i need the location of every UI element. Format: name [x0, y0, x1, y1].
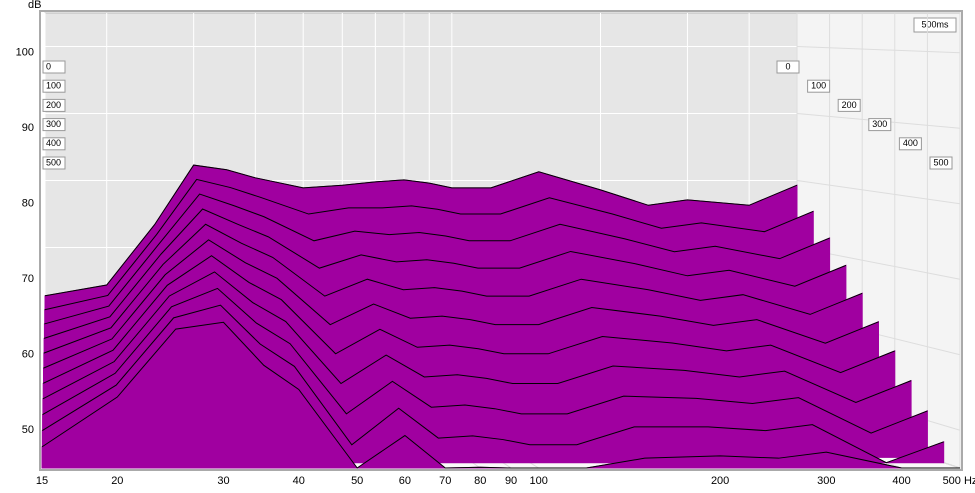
- x-tick-label: 300: [817, 475, 835, 487]
- time-tick-box: 500: [42, 156, 66, 170]
- x-tick-label: 60: [399, 475, 411, 487]
- time-tick-box: 0: [42, 60, 66, 74]
- time-tick-box: 100: [42, 79, 66, 93]
- z-tick-label: 300: [46, 119, 61, 129]
- time-tick-box: 200: [42, 98, 66, 112]
- y-tick-label: 80: [22, 198, 34, 210]
- y-tick-label: 100: [16, 47, 34, 59]
- y-axis-label: dB: [28, 0, 41, 11]
- z-tick-label: 0: [785, 61, 790, 71]
- x-tick-label: 50: [351, 475, 363, 487]
- x-tick-label: 90: [505, 475, 517, 487]
- time-tick-frame: [42, 60, 66, 74]
- slice-line: [44, 178, 814, 311]
- y-tick-label: 50: [22, 424, 34, 436]
- time-tick-frame: [42, 79, 66, 93]
- y-tick-label: 90: [22, 122, 34, 134]
- slice-line: [44, 193, 830, 325]
- slice-line: [41, 321, 960, 469]
- time-tick-frame: [42, 156, 66, 170]
- time-tick-box: 400: [42, 137, 66, 151]
- z-tick-label: 100: [811, 81, 826, 91]
- x-tick-label: 70: [439, 475, 451, 487]
- x-tick-label: 15: [36, 475, 48, 487]
- z-tick-label: 200: [842, 100, 857, 110]
- time-tick-box: 200: [837, 98, 861, 112]
- slice-line: [44, 164, 798, 297]
- grid-line: [796, 180, 961, 205]
- time-tick-frame: [42, 118, 66, 132]
- time-tick-frame: [868, 118, 892, 132]
- time-tick-frame: [898, 137, 922, 151]
- x-tick-label: 80: [474, 475, 486, 487]
- x-tick-label: 30: [217, 475, 229, 487]
- slice-line: [43, 223, 863, 354]
- grid-line: [796, 46, 961, 54]
- z-tick-label: 500: [933, 157, 948, 167]
- time-tick-box: 300: [868, 118, 892, 132]
- y-tick-label: 60: [22, 349, 34, 361]
- x-tick-label: 40: [293, 475, 305, 487]
- x-tick-label: 500 Hz: [943, 475, 975, 487]
- x-tick-label: 20: [111, 475, 123, 487]
- plot-frame: [39, 10, 963, 471]
- slice-line: [43, 239, 879, 369]
- time-label: 500ms: [921, 19, 949, 29]
- z-tick-label: 0: [46, 61, 51, 71]
- time-label-box: 500ms: [913, 17, 957, 33]
- z-tick-label: 200: [46, 100, 61, 110]
- time-tick-frame: [42, 137, 66, 151]
- time-tick-frame: [42, 98, 66, 112]
- time-tick-box: 300: [42, 118, 66, 132]
- time-tick-frame: [776, 60, 800, 74]
- z-tick-label: 400: [903, 138, 918, 148]
- slice-line: [42, 271, 912, 404]
- time-tick-frame: [929, 156, 953, 170]
- x-tick-label: 400: [892, 475, 910, 487]
- y-tick-label: 70: [22, 273, 34, 285]
- time-tick-box: 100: [807, 79, 831, 93]
- slice-line: [42, 255, 895, 384]
- time-tick-box: 400: [898, 137, 922, 151]
- z-tick-label: 500: [46, 157, 61, 167]
- time-tick-box: 500: [929, 156, 953, 170]
- time-tick-frame: [807, 79, 831, 93]
- time-label-frame: [913, 17, 957, 33]
- z-tick-label: 100: [46, 81, 61, 91]
- z-tick-label: 400: [46, 138, 61, 148]
- x-tick-label: 100: [529, 475, 547, 487]
- time-tick-box: 0: [776, 60, 800, 74]
- slice-line: [42, 287, 928, 434]
- x-tick-label: 200: [711, 475, 729, 487]
- time-tick-frame: [837, 98, 861, 112]
- slice-line: [42, 304, 944, 464]
- z-tick-label: 300: [872, 119, 887, 129]
- slice-line: [43, 208, 847, 339]
